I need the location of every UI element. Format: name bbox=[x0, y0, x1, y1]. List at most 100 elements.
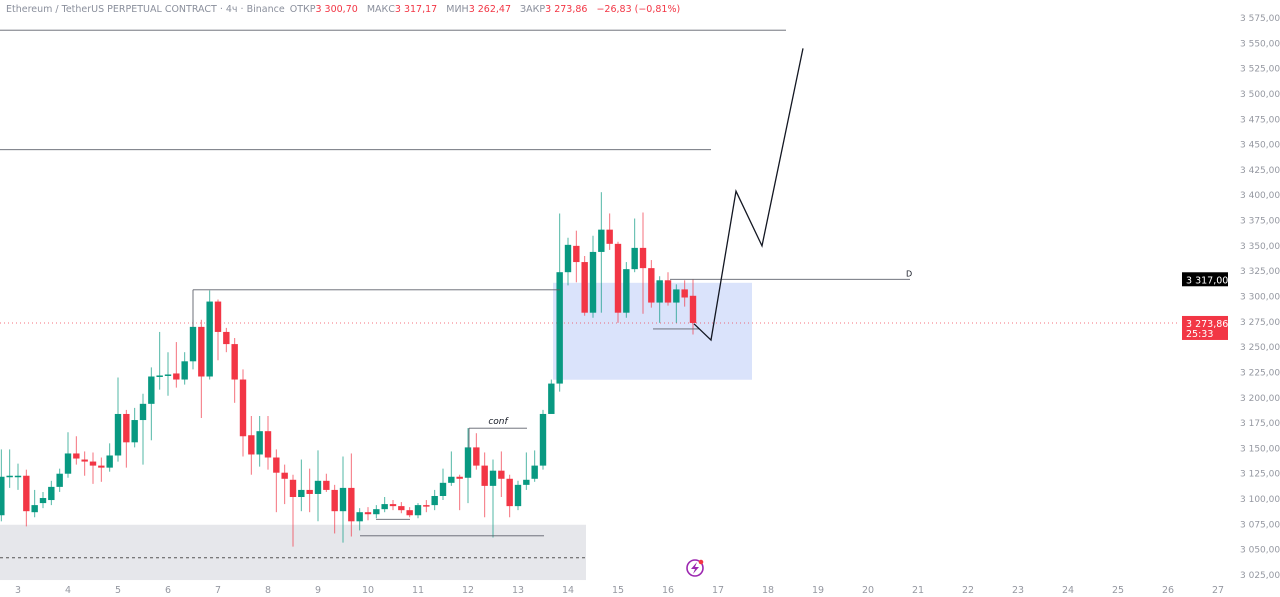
candle-body[interactable] bbox=[606, 229, 613, 244]
candle-body[interactable] bbox=[64, 453, 72, 474]
candle-body[interactable] bbox=[0, 476, 5, 516]
candle-body[interactable] bbox=[31, 505, 38, 513]
candle-body[interactable] bbox=[456, 476, 463, 479]
candle-body[interactable] bbox=[531, 465, 538, 479]
time-tick-label: 18 bbox=[762, 585, 774, 596]
candle-body[interactable] bbox=[623, 269, 630, 313]
candle-body[interactable] bbox=[356, 512, 363, 522]
candle-body[interactable] bbox=[614, 243, 622, 313]
candle-body[interactable] bbox=[148, 376, 155, 404]
price-tick-label: 3 300,00 bbox=[1240, 292, 1280, 302]
candle-body[interactable] bbox=[114, 413, 122, 456]
candle-body[interactable] bbox=[123, 413, 130, 443]
candle-body[interactable] bbox=[473, 447, 480, 466]
time-tick-label: 3 bbox=[15, 585, 21, 596]
candle-body[interactable] bbox=[381, 504, 388, 510]
candle-body[interactable] bbox=[548, 383, 555, 414]
candle-body[interactable] bbox=[673, 289, 680, 303]
candle-body[interactable] bbox=[131, 420, 138, 443]
candle-body[interactable] bbox=[81, 459, 88, 462]
close-label: ЗАКР bbox=[520, 4, 546, 15]
candle-body[interactable] bbox=[239, 379, 247, 437]
candle-body[interactable] bbox=[556, 272, 563, 384]
candle-body[interactable] bbox=[39, 498, 47, 504]
candle-body[interactable] bbox=[448, 476, 455, 483]
candle-body[interactable] bbox=[189, 326, 197, 362]
symbol-title: Ethereum / TetherUS PERPETUAL CONTRACT ·… bbox=[6, 4, 285, 15]
candle-body[interactable] bbox=[306, 489, 313, 494]
candle-body[interactable] bbox=[498, 470, 505, 479]
candle-body[interactable] bbox=[414, 505, 422, 516]
candle-body[interactable] bbox=[173, 373, 180, 380]
candle-body[interactable] bbox=[398, 506, 405, 511]
candle-body[interactable] bbox=[298, 489, 305, 498]
candle-body[interactable] bbox=[198, 326, 205, 377]
time-tick-label: 17 bbox=[712, 585, 724, 596]
candle-body[interactable] bbox=[373, 509, 380, 515]
candle-body[interactable] bbox=[164, 374, 172, 376]
candle-body[interactable] bbox=[639, 247, 647, 269]
candle-body[interactable] bbox=[581, 262, 588, 313]
price-tick-label: 3 500,00 bbox=[1240, 90, 1280, 100]
candle-body[interactable] bbox=[48, 486, 55, 501]
time-tick-label: 7 bbox=[215, 585, 221, 596]
candle-body[interactable] bbox=[564, 244, 572, 273]
candle-body[interactable] bbox=[314, 480, 322, 494]
candle-body[interactable] bbox=[689, 295, 697, 323]
candle-body[interactable] bbox=[506, 478, 513, 507]
candle-body[interactable] bbox=[523, 479, 530, 485]
candle-body[interactable] bbox=[256, 431, 263, 455]
candle-body[interactable] bbox=[573, 245, 580, 263]
candle-body[interactable] bbox=[14, 475, 22, 478]
candle-body[interactable] bbox=[514, 484, 522, 507]
candle-body[interactable] bbox=[6, 475, 13, 478]
candle-body[interactable] bbox=[439, 482, 447, 496]
candle-body[interactable] bbox=[281, 472, 288, 479]
candle-body[interactable] bbox=[231, 344, 238, 380]
candle-body[interactable] bbox=[331, 489, 338, 512]
candle-body[interactable] bbox=[156, 375, 163, 377]
candle-body[interactable] bbox=[339, 487, 347, 512]
candle-body[interactable] bbox=[598, 229, 605, 252]
candle-body[interactable] bbox=[139, 403, 147, 421]
candle-body[interactable] bbox=[206, 301, 213, 377]
time-tick-label: 14 bbox=[562, 585, 574, 596]
candle-body[interactable] bbox=[364, 512, 372, 515]
candle-body[interactable] bbox=[289, 479, 297, 498]
candle-body[interactable] bbox=[264, 431, 272, 458]
candle-body[interactable] bbox=[681, 289, 688, 298]
candle-body[interactable] bbox=[539, 413, 547, 466]
candle-body[interactable] bbox=[181, 361, 188, 380]
candle-body[interactable] bbox=[89, 461, 97, 466]
candle-body[interactable] bbox=[248, 435, 255, 455]
candle-body[interactable] bbox=[589, 251, 597, 313]
candle-body[interactable] bbox=[431, 495, 438, 506]
candle-body[interactable] bbox=[214, 301, 222, 332]
candle-body[interactable] bbox=[648, 268, 655, 303]
candle-body[interactable] bbox=[98, 465, 105, 468]
candle-body[interactable] bbox=[389, 504, 397, 507]
level-price-tag bbox=[1182, 272, 1228, 287]
time-tick-label: 27 bbox=[1212, 585, 1224, 596]
candle-body[interactable] bbox=[489, 470, 497, 486]
candle-body[interactable] bbox=[481, 465, 488, 486]
candle-body[interactable] bbox=[73, 453, 80, 459]
candle-body[interactable] bbox=[56, 473, 63, 487]
candle-body[interactable] bbox=[464, 447, 472, 478]
price-tick-label: 3 075,00 bbox=[1240, 520, 1280, 530]
candle-body[interactable] bbox=[106, 455, 113, 468]
projection-path[interactable] bbox=[693, 48, 804, 342]
candle-body[interactable] bbox=[323, 480, 330, 490]
candle-body[interactable] bbox=[223, 331, 230, 345]
candle-body[interactable] bbox=[23, 475, 30, 512]
candle-body[interactable] bbox=[406, 510, 413, 516]
symbol-legend: Ethereum / TetherUS PERPETUAL CONTRACT ·… bbox=[6, 4, 686, 15]
candle-body[interactable] bbox=[348, 487, 355, 522]
candle-body[interactable] bbox=[664, 280, 672, 303]
lightning-bolt-icon[interactable] bbox=[686, 559, 704, 577]
candle-body[interactable] bbox=[273, 457, 280, 473]
candle-body[interactable] bbox=[656, 280, 663, 303]
candle-body[interactable] bbox=[631, 247, 638, 270]
candle-body[interactable] bbox=[423, 505, 430, 507]
